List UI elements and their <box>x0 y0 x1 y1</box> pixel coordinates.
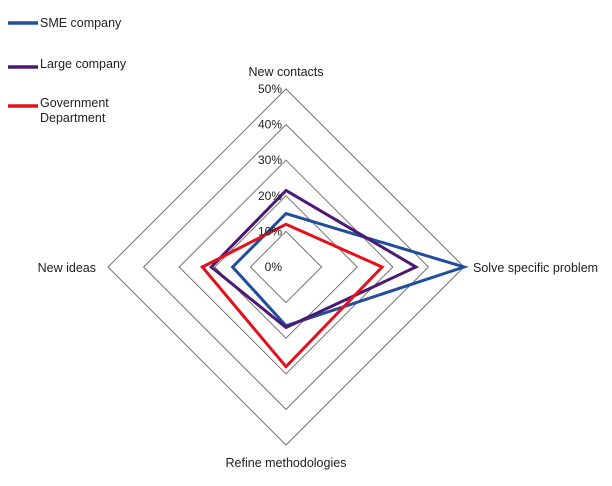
series-lines <box>199 188 469 369</box>
legend-item-large-company: Large company <box>8 57 127 71</box>
legend-label-government-department: Government Department <box>40 96 112 125</box>
tick-label-3: 30% <box>258 153 282 167</box>
grid-ring-1 <box>249 230 323 304</box>
grid-ring-4 <box>142 123 430 411</box>
axis-label-new-ideas: New ideas <box>38 261 96 275</box>
series-line-government-department <box>199 222 385 369</box>
legend-label-line-2: Department <box>40 111 106 125</box>
legend-item-government-department: Government Department <box>8 96 112 125</box>
grid <box>107 88 465 446</box>
legend: SME company Large company Government Dep… <box>8 16 127 125</box>
tick-label-2: 20% <box>258 189 282 203</box>
axis-label-refine-methodologies: Refine methodologies <box>226 456 347 470</box>
axis-label-solve-specific-problem: Solve specific problem <box>473 261 598 275</box>
tick-labels: 0% 10% 20% 30% 40% 50% <box>258 82 282 274</box>
tick-label-0: 0% <box>265 260 283 274</box>
legend-label-sme-company: SME company <box>40 16 122 30</box>
grid-ring-2 <box>214 195 358 339</box>
axis-label-new-contacts: New contacts <box>248 65 323 79</box>
legend-label-large-company: Large company <box>40 57 127 71</box>
tick-label-4: 40% <box>258 118 282 132</box>
grid-ring-5 <box>107 88 465 446</box>
series-line-large-company <box>209 188 420 330</box>
legend-label-line-1: Government <box>40 96 109 110</box>
legend-item-sme-company: SME company <box>8 16 122 30</box>
tick-label-1: 10% <box>258 224 282 238</box>
tick-label-5: 50% <box>258 82 282 96</box>
